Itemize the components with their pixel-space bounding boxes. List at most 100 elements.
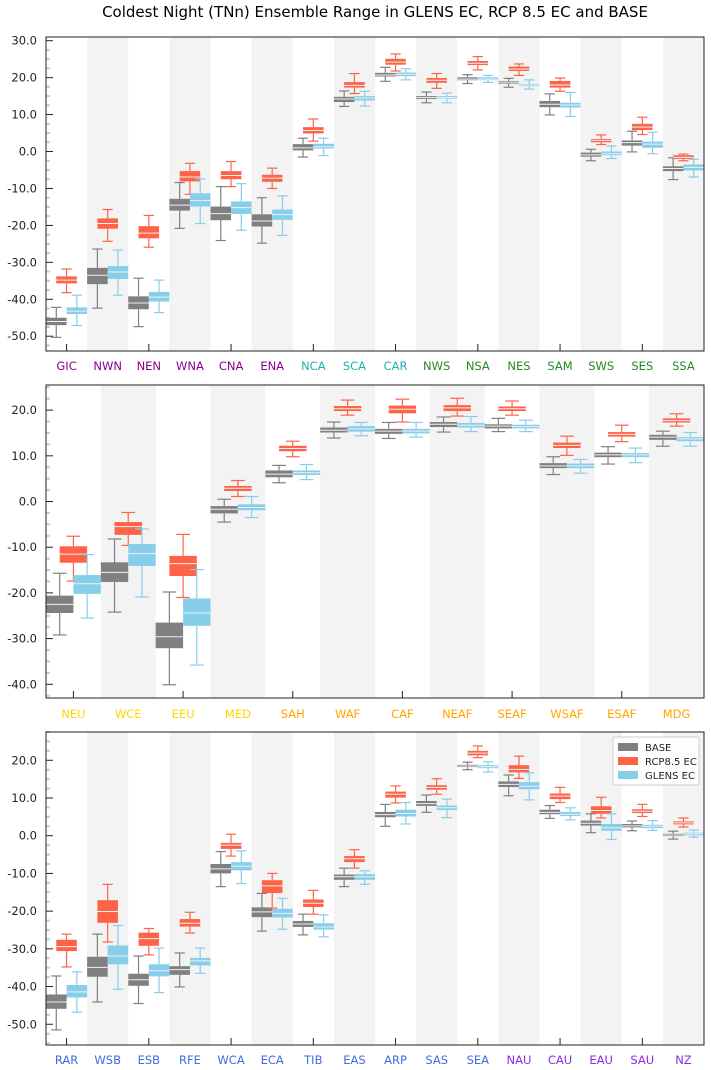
category-band	[87, 37, 129, 351]
plot-frame	[45, 731, 705, 1046]
box-glens-ec-cna	[231, 183, 252, 231]
x-tick-label: WSAF	[550, 707, 583, 721]
box-glens-ec-wca	[231, 850, 252, 885]
box-rcp8-5-ec-nau	[508, 755, 530, 779]
box-base-eas	[333, 867, 355, 888]
box-glens-ec-sas	[436, 798, 458, 819]
box-rcp8-5-ec-med	[224, 479, 252, 498]
x-tick-label: NAU	[506, 1053, 531, 1067]
legend-label: BASE	[645, 743, 671, 754]
box-iqr	[155, 622, 184, 649]
box-iqr	[66, 985, 88, 998]
box-rcp8-5-ec-eeu	[169, 533, 197, 599]
box-base-sca	[333, 90, 355, 108]
box-rcp8-5-ec-caf	[388, 398, 417, 423]
category-band	[580, 37, 622, 351]
box-base-ses	[621, 130, 643, 153]
box-glens-ec-sam	[560, 91, 581, 118]
box-base-nes	[498, 77, 519, 88]
box-base-cna	[210, 186, 232, 242]
x-tick-label: SSA	[672, 359, 695, 373]
x-tick-label: RFE	[179, 1053, 201, 1067]
box-base-car	[375, 66, 396, 82]
category-band	[662, 37, 704, 351]
box-glens-ec-nen	[148, 279, 170, 314]
box-base-cau	[539, 804, 561, 819]
y-tick-label: 0.0	[19, 829, 37, 843]
y-tick-label: -50.0	[7, 329, 37, 343]
box-iqr	[138, 226, 160, 239]
box-rcp8-5-ec-eca	[261, 872, 283, 909]
box-glens-ec-mdg	[676, 431, 704, 447]
box-rcp8-5-ec-wca	[220, 833, 242, 857]
y-tick-label: 0.0	[19, 145, 37, 159]
x-tick-label: NEAF	[442, 707, 472, 721]
y-tick-label: -30.0	[7, 942, 37, 956]
box-glens-ec-eas	[354, 870, 375, 885]
box-iqr	[642, 141, 663, 148]
box-rcp8-5-ec-esaf	[608, 424, 636, 443]
box-base-sea	[457, 761, 478, 771]
box-glens-ec-cau	[560, 807, 581, 821]
box-base-nen	[128, 277, 149, 328]
y-tick-label: 10.0	[11, 449, 37, 463]
category-band	[333, 732, 375, 1045]
y-tick-label: -20.0	[7, 218, 37, 232]
box-base-waf	[320, 421, 348, 439]
box-rcp8-5-ec-waf	[333, 399, 362, 416]
x-tick-label: SAS	[425, 1053, 448, 1067]
box-iqr	[313, 143, 334, 149]
box-iqr	[87, 267, 108, 285]
box-base-nca	[292, 137, 314, 158]
box-iqr	[220, 842, 242, 849]
box-glens-ec-gic	[66, 294, 88, 327]
box-iqr	[189, 193, 211, 207]
y-tick-label: -50.0	[7, 1017, 37, 1031]
box-base-nws	[416, 91, 437, 104]
box-rcp8-5-ec-neaf	[443, 397, 471, 417]
box-base-ena	[251, 197, 273, 244]
box-rcp8-5-ec-car	[385, 53, 406, 72]
box-base-neaf	[429, 416, 458, 433]
y-tick-label: -10.0	[7, 181, 37, 195]
x-tick-label: ECA	[261, 1053, 284, 1067]
legend-label: RCP8.5 EC	[645, 757, 697, 768]
x-tick-label: EAU	[589, 1053, 613, 1067]
box-iqr	[183, 598, 211, 626]
x-tick-label: RAR	[55, 1053, 78, 1067]
box-glens-ec-wce	[128, 528, 156, 598]
box-glens-ec-ses	[642, 131, 663, 155]
category-band	[416, 37, 458, 351]
box-base-gic	[46, 306, 67, 338]
x-tick-label: CAU	[548, 1053, 572, 1067]
box-base-wsaf	[539, 456, 567, 476]
box-glens-ec-seaf	[512, 419, 540, 433]
y-tick-label: 20.0	[11, 403, 37, 417]
box-iqr	[518, 782, 540, 790]
box-glens-ec-caf	[402, 421, 430, 438]
x-tick-label: NSA	[466, 359, 490, 373]
box-glens-ec-rfe	[189, 947, 211, 974]
x-tick-label: NWN	[93, 359, 122, 373]
box-glens-ec-nz	[683, 829, 704, 838]
box-base-wsb	[87, 933, 108, 1003]
box-iqr	[261, 880, 283, 894]
box-glens-ec-neaf	[457, 415, 485, 433]
box-glens-ec-sea	[477, 761, 499, 773]
box-base-esaf	[594, 446, 622, 465]
x-tick-label: CAF	[391, 707, 414, 721]
y-tick-label: 30.0	[11, 34, 37, 48]
box-rcp8-5-ec-sws	[590, 134, 612, 146]
box-glens-ec-arp	[395, 801, 417, 825]
box-glens-ec-sca	[354, 90, 375, 107]
box-base-sws	[580, 148, 602, 162]
box-glens-ec-nwn	[107, 249, 129, 296]
box-glens-ec-sah	[292, 463, 321, 481]
x-tick-label: EAS	[343, 1053, 365, 1067]
box-iqr	[344, 82, 365, 88]
x-tick-label: WCE	[115, 707, 142, 721]
x-tick-label: CAR	[384, 359, 408, 373]
x-tick-label: SAU	[630, 1053, 654, 1067]
box-rcp8-5-ec-nen	[138, 214, 160, 248]
box-base-nau	[498, 774, 519, 797]
